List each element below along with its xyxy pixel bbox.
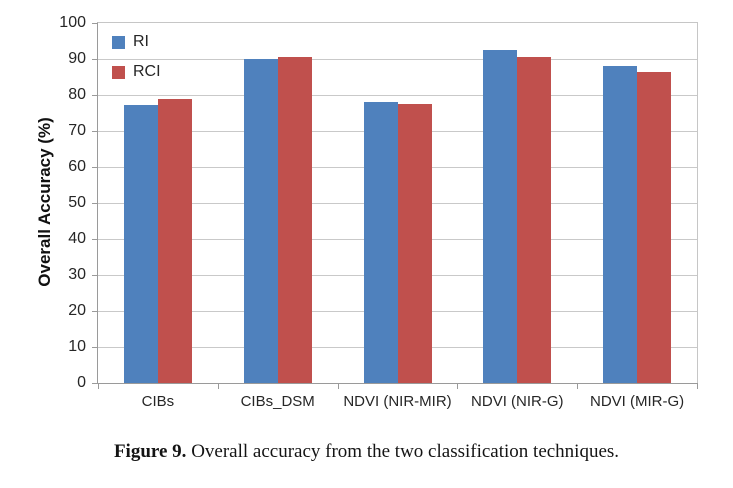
y-tick-mark-10 [92, 347, 98, 348]
y-tick-mark-80 [92, 95, 98, 96]
bar-RCI-CIBs_DSM [278, 57, 312, 383]
x-tick-mark-5 [697, 383, 698, 389]
y-tick-label-50: 50 [68, 194, 86, 211]
bar-RI-NDVI (NIR-MIR) [364, 102, 398, 383]
figure-caption-text: Overall accuracy from the two classifica… [186, 441, 620, 462]
bar-RI-NDVI (MIR-G) [603, 66, 637, 383]
y-tick-label-0: 0 [77, 374, 86, 391]
y-tick-mark-70 [92, 131, 98, 132]
legend-label-RI: RI [133, 33, 149, 50]
x-category-label-2: CIBs_DSM [240, 393, 315, 410]
legend: RI RCI [112, 33, 161, 94]
x-tick-mark-3 [457, 383, 458, 389]
plot-area: 0 10 20 30 40 50 60 70 80 90 100 CIBs CIBs_DSM NDVI (… [59, 14, 698, 410]
bar-RCI-NDVI (MIR-G) [637, 72, 671, 383]
figure-caption-label: Figure 9. [113, 441, 187, 462]
bar-RCI-NDVI (NIR-G) [517, 57, 551, 383]
x-tick-mark-4 [577, 383, 578, 389]
bar-RCI-NDVI (NIR-MIR) [398, 104, 432, 383]
y-tick-label-70: 70 [68, 122, 86, 139]
legend-item-RCI: RCI [112, 63, 161, 80]
legend-item-RI: RI [112, 33, 161, 50]
x-tick-mark-2 [338, 383, 339, 389]
y-tick-label-90: 90 [68, 50, 86, 67]
gridline-90 [98, 59, 697, 60]
y-tick-label-20: 20 [68, 302, 86, 319]
x-category-label-3: NDVI (NIR-MIR) [343, 393, 452, 410]
x-category-label-4: NDVI (NIR-G) [471, 393, 564, 410]
y-tick-label-30: 30 [68, 266, 86, 283]
y-tick-mark-100 [92, 23, 98, 24]
figure-caption: Figure 9. Overall accuracy from the two … [0, 441, 733, 463]
x-tick-mark-1 [218, 383, 219, 389]
y-tick-label-40: 40 [68, 230, 86, 247]
y-tick-mark-0 [92, 383, 98, 384]
bar-RI-CIBs_DSM [244, 59, 278, 383]
y-tick-label-80: 80 [68, 86, 86, 103]
y-tick-label-100: 100 [59, 14, 86, 31]
y-tick-mark-20 [92, 311, 98, 312]
legend-label-RCI: RCI [133, 63, 161, 80]
gridline-80 [98, 95, 697, 96]
legend-swatch-RI [112, 35, 125, 49]
bar-RI-CIBs [124, 105, 158, 383]
y-tick-mark-50 [92, 203, 98, 204]
legend-swatch-RCI [112, 65, 125, 79]
y-tick-mark-40 [92, 239, 98, 240]
bar-RI-NDVI (NIR-G) [483, 50, 517, 383]
bar-RCI-CIBs [158, 99, 192, 383]
x-tick-mark-0 [98, 383, 99, 389]
x-category-label-5: NDVI (MIR-G) [590, 393, 685, 410]
y-tick-label-60: 60 [68, 158, 86, 175]
y-tick-label-10: 10 [68, 338, 86, 355]
y-tick-mark-90 [92, 59, 98, 60]
x-category-label-1: CIBs [141, 393, 175, 410]
y-tick-mark-60 [92, 167, 98, 168]
y-tick-mark-30 [92, 275, 98, 276]
